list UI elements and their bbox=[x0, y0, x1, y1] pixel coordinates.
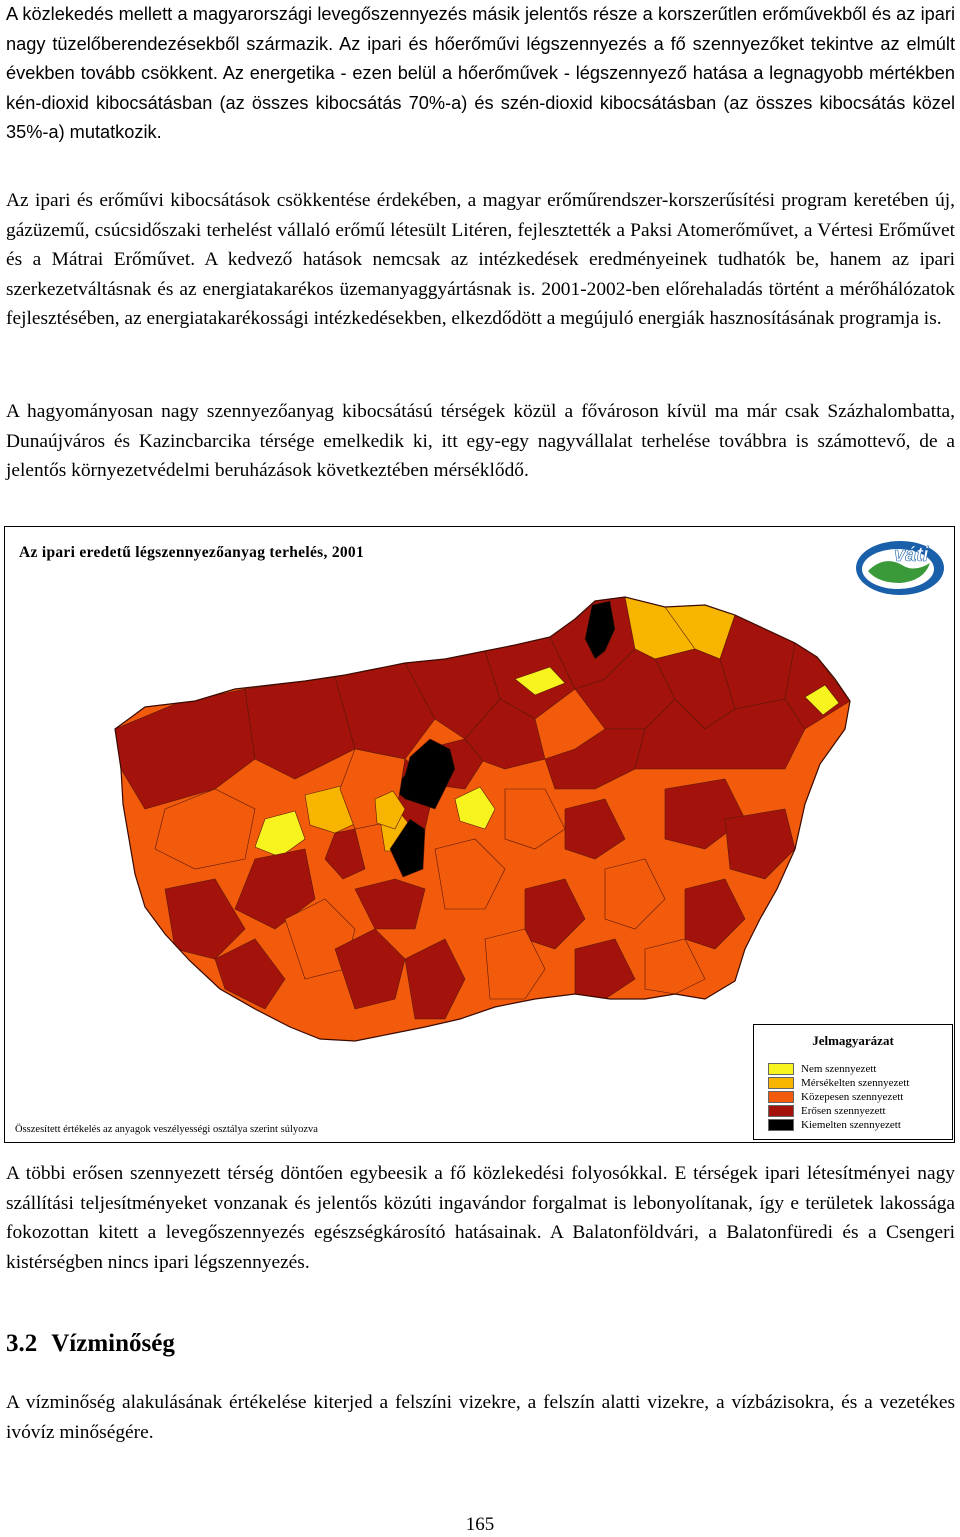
map-legend: Jelmagyarázat Nem szennyezett Mérsékelte… bbox=[753, 1024, 953, 1140]
legend-label: Kiemelten szennyezett bbox=[801, 1118, 901, 1131]
paragraph-polluted-regions: A hagyományosan nagy szennyezőanyag kibo… bbox=[6, 401, 955, 482]
paragraph-water-quality: A vízminőség alakulásának értékelése kit… bbox=[6, 1392, 955, 1443]
pollution-map-figure: Az ipari eredetű légszennyezőanyag terhe… bbox=[4, 526, 955, 1143]
paragraph-air-pollution-sources: A közlekedés mellett a magyarországi lev… bbox=[6, 4, 955, 143]
section-number: 3.2 bbox=[6, 1330, 38, 1357]
legend-item: Erősen szennyezett bbox=[768, 1104, 886, 1117]
legend-title: Jelmagyarázat bbox=[812, 1033, 894, 1048]
vati-logo-text: váti bbox=[894, 544, 929, 566]
section-title: Vízminőség bbox=[51, 1330, 175, 1357]
legend-swatch-moderate bbox=[768, 1076, 794, 1089]
figure-note: Összesített értékelés az anyagok veszély… bbox=[15, 1124, 318, 1135]
legend-swatch-severe bbox=[768, 1118, 794, 1131]
legend-item: Mérsékelten szennyezett bbox=[768, 1076, 909, 1089]
legend-swatch-none bbox=[768, 1062, 794, 1075]
legend-label: Közepesen szennyezett bbox=[801, 1090, 904, 1103]
legend-item: Közepesen szennyezett bbox=[768, 1090, 903, 1103]
legend-swatch-medium bbox=[768, 1090, 794, 1103]
legend-swatch-strong bbox=[768, 1104, 794, 1117]
legend-item: Kiemelten szennyezett bbox=[768, 1118, 901, 1131]
legend-label: Erősen szennyezett bbox=[801, 1104, 886, 1117]
legend-label: Mérsékelten szennyezett bbox=[801, 1076, 910, 1089]
figure-title: Az ipari eredetű légszennyezőanyag terhe… bbox=[19, 544, 365, 561]
hungary-district-map bbox=[114, 596, 851, 1042]
legend-label: Nem szennyezett bbox=[801, 1062, 877, 1075]
vati-logo: váti bbox=[856, 541, 944, 595]
section-heading: 3.2 Vízminőség bbox=[6, 1330, 175, 1358]
legend-item: Nem szennyezett bbox=[768, 1062, 876, 1075]
page-number: 165 bbox=[465, 1514, 495, 1535]
paragraph-transport-corridors: A többi erősen szennyezett térség döntőe… bbox=[6, 1163, 955, 1273]
paragraph-emission-reduction: Az ipari és erőművi kibocsátások csökken… bbox=[6, 190, 955, 330]
